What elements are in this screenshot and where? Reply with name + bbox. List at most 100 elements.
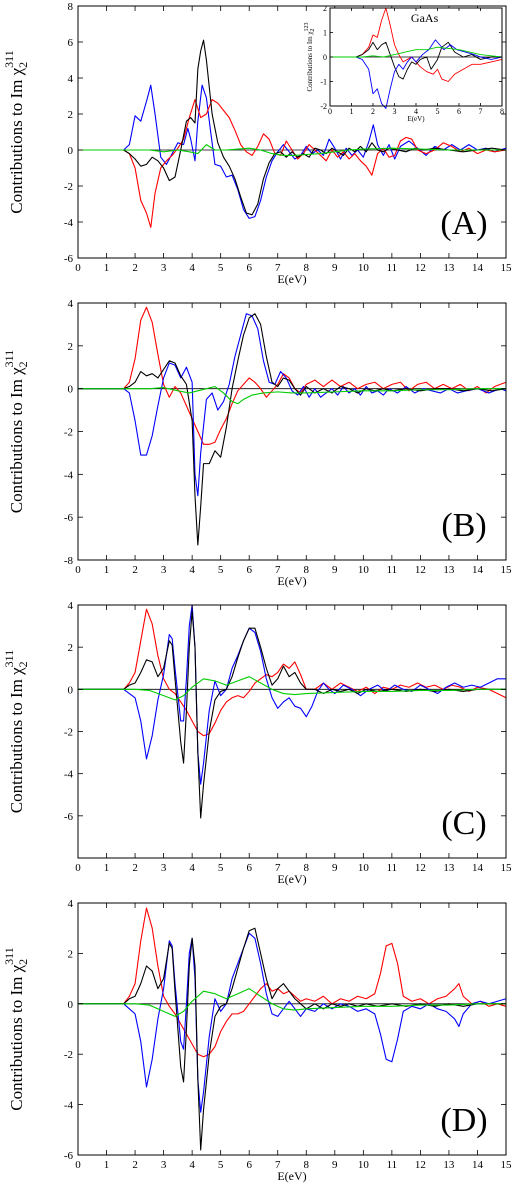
inset-xtick-label-2: 2 bbox=[371, 107, 375, 116]
panel-2-ytick-label-1: -4 bbox=[64, 769, 74, 781]
panel-3-ytick-label-2: -2 bbox=[64, 1049, 73, 1061]
inset-y-axis-label-superscript: 123 bbox=[304, 22, 310, 31]
panel-1-y-axis-label-main: Contributions to Im χ bbox=[7, 367, 26, 513]
panel-0-chart: 0 1 2 3 4 5 6 7 8 9 10 11 12 13 14 15-6-4-202468E(eV)Co… bbox=[2, 1, 512, 286]
panel-1-ytick-label-3: -2 bbox=[64, 427, 73, 439]
panel-1-x-axis-label: E(eV) bbox=[277, 574, 306, 588]
panel-3-ytick-label-1: -4 bbox=[64, 1100, 74, 1112]
panel-1-xtick-label-5: 5 bbox=[218, 564, 224, 576]
panel-1-xtick-label-12: 12 bbox=[415, 564, 426, 576]
inset-y-axis-label: Contributions to Im χ2123 bbox=[304, 22, 316, 91]
panel-0-xtick-label-14: 14 bbox=[472, 262, 484, 274]
panel-0-label: (A) bbox=[440, 205, 487, 242]
panel-2-xtick-label-4: 4 bbox=[189, 862, 195, 874]
panel-0-ytick-label-3: 0 bbox=[68, 145, 74, 157]
panel-1-xtick-label-11: 11 bbox=[387, 564, 398, 576]
inset-xtick-label-6: 6 bbox=[457, 107, 461, 116]
panel-3-label: (D) bbox=[440, 1102, 487, 1139]
panel-1-xtick-label-8: 8 bbox=[304, 564, 310, 576]
panel-1-xtick-label-4: 4 bbox=[189, 564, 195, 576]
panel-3-frame bbox=[77, 902, 507, 1156]
panel-0-y-axis-label-superscript: 311 bbox=[2, 50, 16, 68]
panel-1-xtick-label-14: 14 bbox=[472, 564, 484, 576]
panel-2-xtick-label-6: 6 bbox=[246, 862, 252, 874]
panel-3-xtick-label-3: 3 bbox=[161, 1159, 167, 1171]
inset-series-2-line bbox=[330, 39, 503, 109]
panel-0-xtick-label-12: 12 bbox=[415, 262, 426, 274]
panel-0-xtick-label-7: 7 bbox=[275, 262, 281, 274]
inset-ytick-label-2: 0 bbox=[323, 53, 327, 62]
panel-3-y-axis-label-main: Contributions to Im χ bbox=[7, 964, 26, 1110]
panel-3-y-axis-label: Contributions to Im χ2311 bbox=[2, 947, 30, 1110]
panel-1-ytick-label-1: -6 bbox=[64, 512, 74, 524]
panel-2-series-0-line bbox=[78, 608, 507, 737]
inset-title: GaAs bbox=[411, 11, 439, 25]
panel-1-y-axis-label: Contributions to Im χ2311 bbox=[2, 350, 30, 513]
panel-2-label: (C) bbox=[441, 805, 486, 842]
panel-3-x-axis-label: E(eV) bbox=[277, 1169, 306, 1183]
panel-1-ytick-label-5: 2 bbox=[68, 341, 74, 353]
panel-3-xtick-label-4: 4 bbox=[189, 1159, 195, 1171]
panel-3-ytick-label-0: -6 bbox=[64, 1150, 74, 1162]
panel-0-ytick-label-1: -4 bbox=[64, 217, 74, 229]
panel-1-ytick-label-4: 0 bbox=[68, 384, 74, 396]
panel-0-ytick-label-6: 6 bbox=[68, 37, 74, 49]
panel-0-y-axis-label-subscript: 2 bbox=[16, 62, 30, 68]
panel-0-y-axis-label: Contributions to Im χ2311 bbox=[2, 50, 30, 213]
inset-xtick-label-7: 7 bbox=[479, 107, 483, 116]
panel-3-xtick-label-0: 0 bbox=[75, 1159, 81, 1171]
panel-1-ytick-label-6: 4 bbox=[68, 298, 74, 310]
panel-3-xtick-label-10: 10 bbox=[358, 1159, 370, 1171]
panel-0-xtick-label-3: 3 bbox=[161, 262, 167, 274]
panel-2-xtick-label-2: 2 bbox=[132, 862, 138, 874]
inset-ytick-label-1: -1 bbox=[320, 78, 327, 87]
panel-0-xtick-label-8: 8 bbox=[304, 262, 310, 274]
panel-2-xtick-label-7: 7 bbox=[275, 862, 281, 874]
panel-2-xtick-label-5: 5 bbox=[218, 862, 224, 874]
panel-2-xtick-label-14: 14 bbox=[472, 862, 484, 874]
panel-0-y-axis-label-main: Contributions to Im χ bbox=[7, 67, 26, 213]
panel-2-y-axis-label-superscript: 311 bbox=[2, 650, 16, 668]
panel-2-xtick-label-15: 15 bbox=[501, 862, 513, 874]
panel-3-ytick-label-5: 4 bbox=[68, 898, 74, 910]
panel-0-xtick-label-6: 6 bbox=[246, 262, 252, 274]
panel-3-ytick-label-4: 2 bbox=[68, 948, 74, 960]
panel-0-xtick-label-1: 1 bbox=[104, 262, 110, 274]
panel-2-xtick-label-0: 0 bbox=[75, 862, 81, 874]
inset-series-3-line bbox=[330, 46, 503, 58]
panel-1-xtick-label-7: 7 bbox=[275, 564, 281, 576]
panel-0-ytick-label-7: 8 bbox=[68, 1, 74, 13]
panel-1-xtick-label-9: 9 bbox=[332, 564, 338, 576]
panel-3-xtick-label-13: 13 bbox=[443, 1159, 455, 1171]
panel-3-xtick-label-1: 1 bbox=[104, 1159, 110, 1171]
panel-3-y-axis-label-superscript: 311 bbox=[2, 947, 16, 965]
panel-3-y-axis-label-subscript: 2 bbox=[16, 959, 30, 965]
panel-2-y-axis-label-main: Contributions to Im χ bbox=[7, 667, 26, 813]
panel-3-xtick-label-9: 9 bbox=[332, 1159, 338, 1171]
panel-1-series-1-line bbox=[78, 313, 507, 497]
panel-0-xtick-label-5: 5 bbox=[218, 262, 224, 274]
panel-1-series-0-line bbox=[78, 306, 507, 445]
panel-3-xtick-label-15: 15 bbox=[501, 1159, 513, 1171]
panel-0-ytick-label-2: -2 bbox=[64, 181, 73, 193]
inset-ytick-label-4: 2 bbox=[323, 4, 327, 13]
panel-3-chart: 0 1 2 3 4 5 6 7 8 9 10 11 12 13 14 15-6-4-2024E(eV)Cont… bbox=[2, 898, 512, 1183]
panel-2-xtick-label-8: 8 bbox=[304, 862, 310, 874]
inset-xtick-label-0: 0 bbox=[328, 107, 332, 116]
panel-1-xtick-label-0: 0 bbox=[75, 564, 81, 576]
panel-2-series-2-line bbox=[78, 610, 506, 819]
panel-3-xtick-label-14: 14 bbox=[472, 1159, 484, 1171]
panel-0-x-axis-label: E(eV) bbox=[277, 272, 306, 286]
panel-2-xtick-label-10: 10 bbox=[358, 862, 370, 874]
panel-1-xtick-label-3: 3 bbox=[161, 564, 167, 576]
panel-1-y-axis-label-subscript: 2 bbox=[16, 361, 30, 367]
panel-3-xtick-label-6: 6 bbox=[246, 1159, 252, 1171]
inset-ytick-label-3: 1 bbox=[323, 29, 327, 38]
panel-0-ytick-label-0: -6 bbox=[64, 253, 74, 265]
panel-2-chart: 0 1 2 3 4 5 6 7 8 9 10 11 12 13 14 15-6-4-2024E(eV)Cont… bbox=[2, 600, 512, 886]
inset-xtick-label-8: 8 bbox=[500, 107, 504, 116]
panel-0-xtick-label-10: 10 bbox=[358, 262, 370, 274]
panel-0-xtick-label-2: 2 bbox=[132, 262, 138, 274]
panel-2-xtick-label-3: 3 bbox=[161, 862, 167, 874]
